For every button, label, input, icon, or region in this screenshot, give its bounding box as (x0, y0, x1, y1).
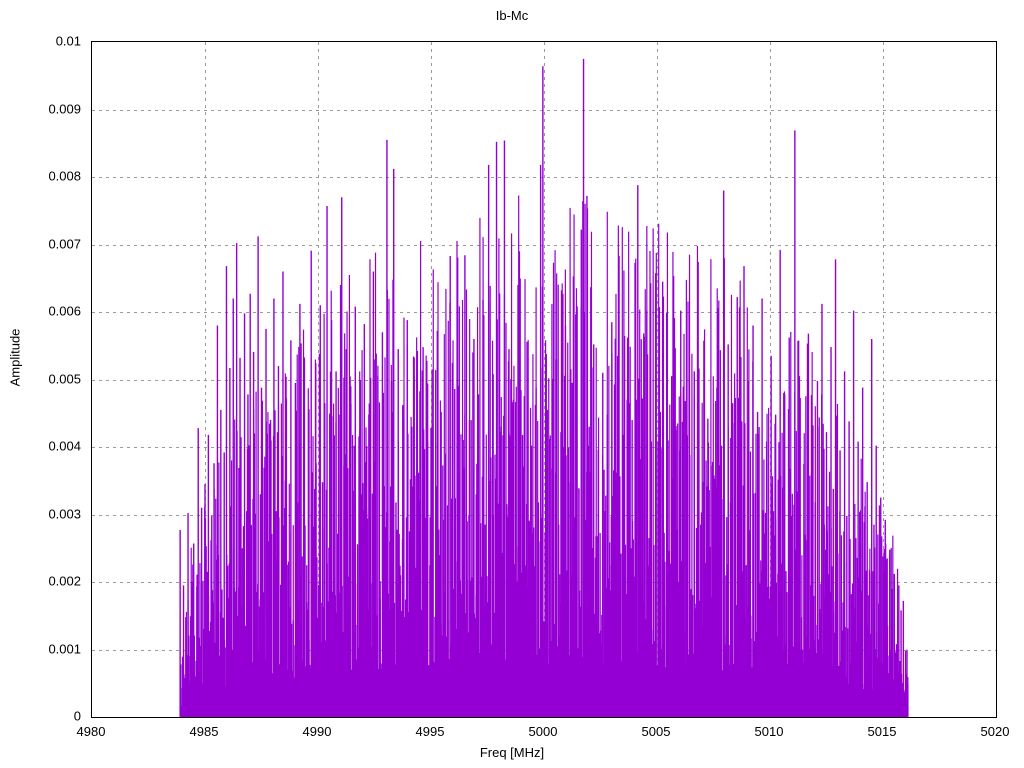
x-axis-tick-label: 4995 (415, 724, 445, 739)
y-axis-tick-label: 0.008 (48, 168, 81, 184)
y-axis-tick-label: 0.001 (48, 641, 81, 656)
spectrum-series (179, 58, 909, 717)
x-axis-tick-label: 5015 (867, 724, 897, 739)
x-axis-tick-label: 4985 (189, 724, 219, 739)
spectrum-plot-svg (92, 42, 996, 717)
y-axis-tick-label: 0.003 (48, 506, 81, 521)
x-axis-label: Freq [MHz] (479, 745, 545, 760)
x-axis-tick-label: 5000 (528, 724, 558, 739)
x-axis-tick-label: 5020 (980, 724, 1010, 739)
y-axis-tick-label: 0.009 (48, 101, 81, 116)
x-axis-tick-label: 4980 (76, 724, 106, 739)
x-axis-tick-label: 5010 (754, 724, 784, 739)
x-axis-tick-label: 5005 (641, 724, 671, 739)
y-axis-tick-label: 0 (73, 708, 81, 724)
x-axis-tick-label: 4990 (302, 724, 332, 739)
y-axis-tick-label: 0.006 (48, 303, 81, 319)
y-axis-tick-label: 0.007 (48, 236, 81, 251)
y-axis-tick-label: 0.01 (55, 33, 81, 49)
spectrum-trace (179, 58, 909, 717)
y-axis-tick-label: 0.002 (48, 573, 81, 589)
y-axis-label: Amplitude (7, 328, 23, 387)
y-axis-tick-label: 0.004 (48, 438, 81, 454)
plot-area (91, 41, 997, 718)
y-axis-tick-label: 0.005 (48, 371, 81, 386)
chart-title: Ib-Mc (495, 8, 529, 23)
